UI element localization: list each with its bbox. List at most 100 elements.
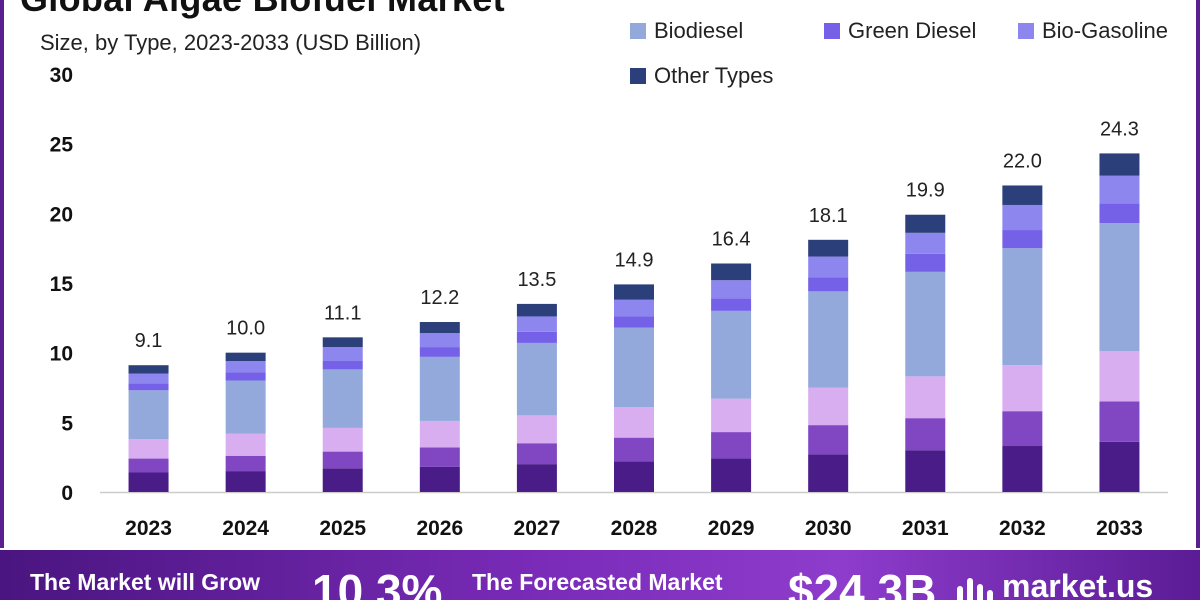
bar-segment-2026-bio-gasoline <box>419 333 460 348</box>
bar-segment-2033-bio-gasoline <box>1099 175 1140 204</box>
x-tick-label-2024: 2024 <box>222 517 269 540</box>
bar-segment-2030-segment-3 <box>808 387 849 426</box>
total-label-2024: 10.0 <box>226 318 265 340</box>
bar-segment-2032-other-types <box>1002 185 1043 205</box>
bar-segment-2026-segment-2 <box>419 447 460 467</box>
bar-segment-2023-green-diesel <box>128 383 169 391</box>
bar-segment-2024-segment-1 <box>225 471 266 492</box>
legend-label-bio-gasoline: Bio-Gasoline <box>1042 18 1168 43</box>
bar-segment-2032-segment-1 <box>1002 446 1043 492</box>
bar-segment-2032-bio-gasoline <box>1002 204 1043 231</box>
bar-segment-2033-segment-2 <box>1099 401 1140 442</box>
bar-segment-2028-bio-gasoline <box>614 299 654 317</box>
bar-segment-2032-green-diesel <box>1002 230 1043 249</box>
y-tick-label-5: 5 <box>61 412 73 435</box>
x-tick-label-2030: 2030 <box>805 517 852 540</box>
bar-segment-2028-segment-1 <box>614 461 654 492</box>
bar-segment-2025-other-types <box>322 337 363 348</box>
bar-segment-2031-other-types <box>905 214 946 233</box>
bar-segment-2025-segment-3 <box>322 427 363 452</box>
bar-segment-2027-other-types <box>516 303 557 317</box>
legend-swatch-green-diesel <box>824 23 840 39</box>
legend-swatch-bio-gasoline <box>1018 23 1034 39</box>
stacked-bar-chart: 0510152025309.1202310.0202411.1202512.22… <box>50 64 1168 540</box>
bar-segment-2030-biodiesel <box>808 291 849 388</box>
bar-segment-2029-segment-2 <box>711 432 752 459</box>
legend-item-bio-gasoline: Bio-Gasoline <box>1018 18 1168 44</box>
bar-segment-2023-bio-gasoline <box>128 373 169 384</box>
legend-swatch-biodiesel <box>630 23 646 39</box>
x-tick-label-2031: 2031 <box>902 517 949 540</box>
bar-segment-2033-biodiesel <box>1099 223 1140 352</box>
total-label-2030: 18.1 <box>809 205 848 227</box>
x-tick-label-2032: 2032 <box>999 517 1046 540</box>
total-label-2031: 19.9 <box>906 180 945 202</box>
bar-segment-2031-segment-2 <box>905 418 946 451</box>
y-tick-label-30: 30 <box>50 64 73 87</box>
x-tick-label-2027: 2027 <box>514 517 561 540</box>
bar-segment-2024-green-diesel <box>225 372 266 381</box>
bar-segment-2033-other-types <box>1099 153 1140 176</box>
x-tick-label-2023: 2023 <box>125 517 172 540</box>
bar-segment-2025-bio-gasoline <box>322 347 363 362</box>
y-tick-label-0: 0 <box>61 482 73 505</box>
bar-segment-2029-other-types <box>711 263 752 281</box>
banner-brand-name: market.us <box>1002 568 1154 600</box>
banner-grow-label: The Market will Grow <box>30 569 261 595</box>
bar-segment-2024-segment-2 <box>225 455 266 472</box>
bar-segment-2026-segment-1 <box>419 466 460 492</box>
total-label-2029: 16.4 <box>712 228 751 250</box>
bar-segment-2031-green-diesel <box>905 253 946 272</box>
bar-segment-2026-segment-3 <box>419 420 460 448</box>
bar-segment-2023-segment-1 <box>128 472 169 492</box>
bar-segment-2029-bio-gasoline <box>711 280 752 299</box>
total-label-2026: 12.2 <box>420 287 459 309</box>
bar-segment-2024-segment-3 <box>225 433 266 456</box>
bar-segment-2032-segment-3 <box>1002 365 1043 412</box>
bar-segment-2026-other-types <box>419 322 460 334</box>
x-tick-label-2025: 2025 <box>319 517 366 540</box>
bar-segment-2028-segment-3 <box>614 407 654 438</box>
chart-title: Global Algae Biofuel Market <box>20 0 505 20</box>
total-label-2027: 13.5 <box>517 269 556 291</box>
bar-segment-2031-segment-1 <box>905 450 946 492</box>
bar-segment-2027-bio-gasoline <box>516 316 557 332</box>
bar-segment-2025-biodiesel <box>322 369 363 428</box>
y-tick-label-15: 15 <box>50 273 74 296</box>
bar-segment-2030-segment-2 <box>808 425 849 455</box>
legend-label-green-diesel: Green Diesel <box>848 18 977 43</box>
bar-segment-2031-biodiesel <box>905 271 946 377</box>
legend-item-green-diesel: Green Diesel <box>824 18 976 44</box>
legend-swatch-other-types <box>630 68 646 84</box>
total-label-2028: 14.9 <box>615 249 654 271</box>
bar-segment-2023-other-types <box>128 365 169 374</box>
bar-segment-2023-biodiesel <box>128 390 169 440</box>
bar-segment-2023-segment-3 <box>128 439 169 459</box>
bar-segment-2032-biodiesel <box>1002 248 1043 366</box>
bar-segment-2033-segment-1 <box>1099 441 1140 492</box>
bar-segment-2027-segment-1 <box>516 464 557 492</box>
bar-segment-2029-segment-3 <box>711 398 752 433</box>
bar-segment-2024-other-types <box>225 352 266 362</box>
total-label-2023: 9.1 <box>135 330 163 352</box>
bar-segment-2028-biodiesel <box>614 327 654 408</box>
bar-segment-2025-segment-1 <box>322 468 363 492</box>
legend-item-other-types: Other Types <box>630 63 773 89</box>
bar-segment-2023-segment-2 <box>128 458 169 473</box>
legend-label-biodiesel: Biodiesel <box>654 18 744 43</box>
bar-segment-2033-green-diesel <box>1099 203 1140 224</box>
chart-subtitle: Size, by Type, 2023-2033 (USD Billion) <box>40 30 422 55</box>
bar-segment-2029-biodiesel <box>711 310 752 399</box>
y-tick-label-20: 20 <box>50 203 73 226</box>
x-tick-label-2026: 2026 <box>416 517 463 540</box>
market-us-logo-icon <box>957 578 993 600</box>
bar-segment-2030-segment-1 <box>808 454 849 492</box>
bar-segment-2027-segment-3 <box>516 415 557 444</box>
y-tick-label-25: 25 <box>50 134 74 157</box>
bar-segment-2030-other-types <box>808 239 849 257</box>
bar-segment-2029-segment-1 <box>711 458 752 492</box>
bar-segment-2031-segment-3 <box>905 376 946 419</box>
x-tick-label-2028: 2028 <box>611 517 658 540</box>
bar-segment-2026-green-diesel <box>419 347 460 357</box>
banner-market-value: $24.3B <box>788 565 937 600</box>
